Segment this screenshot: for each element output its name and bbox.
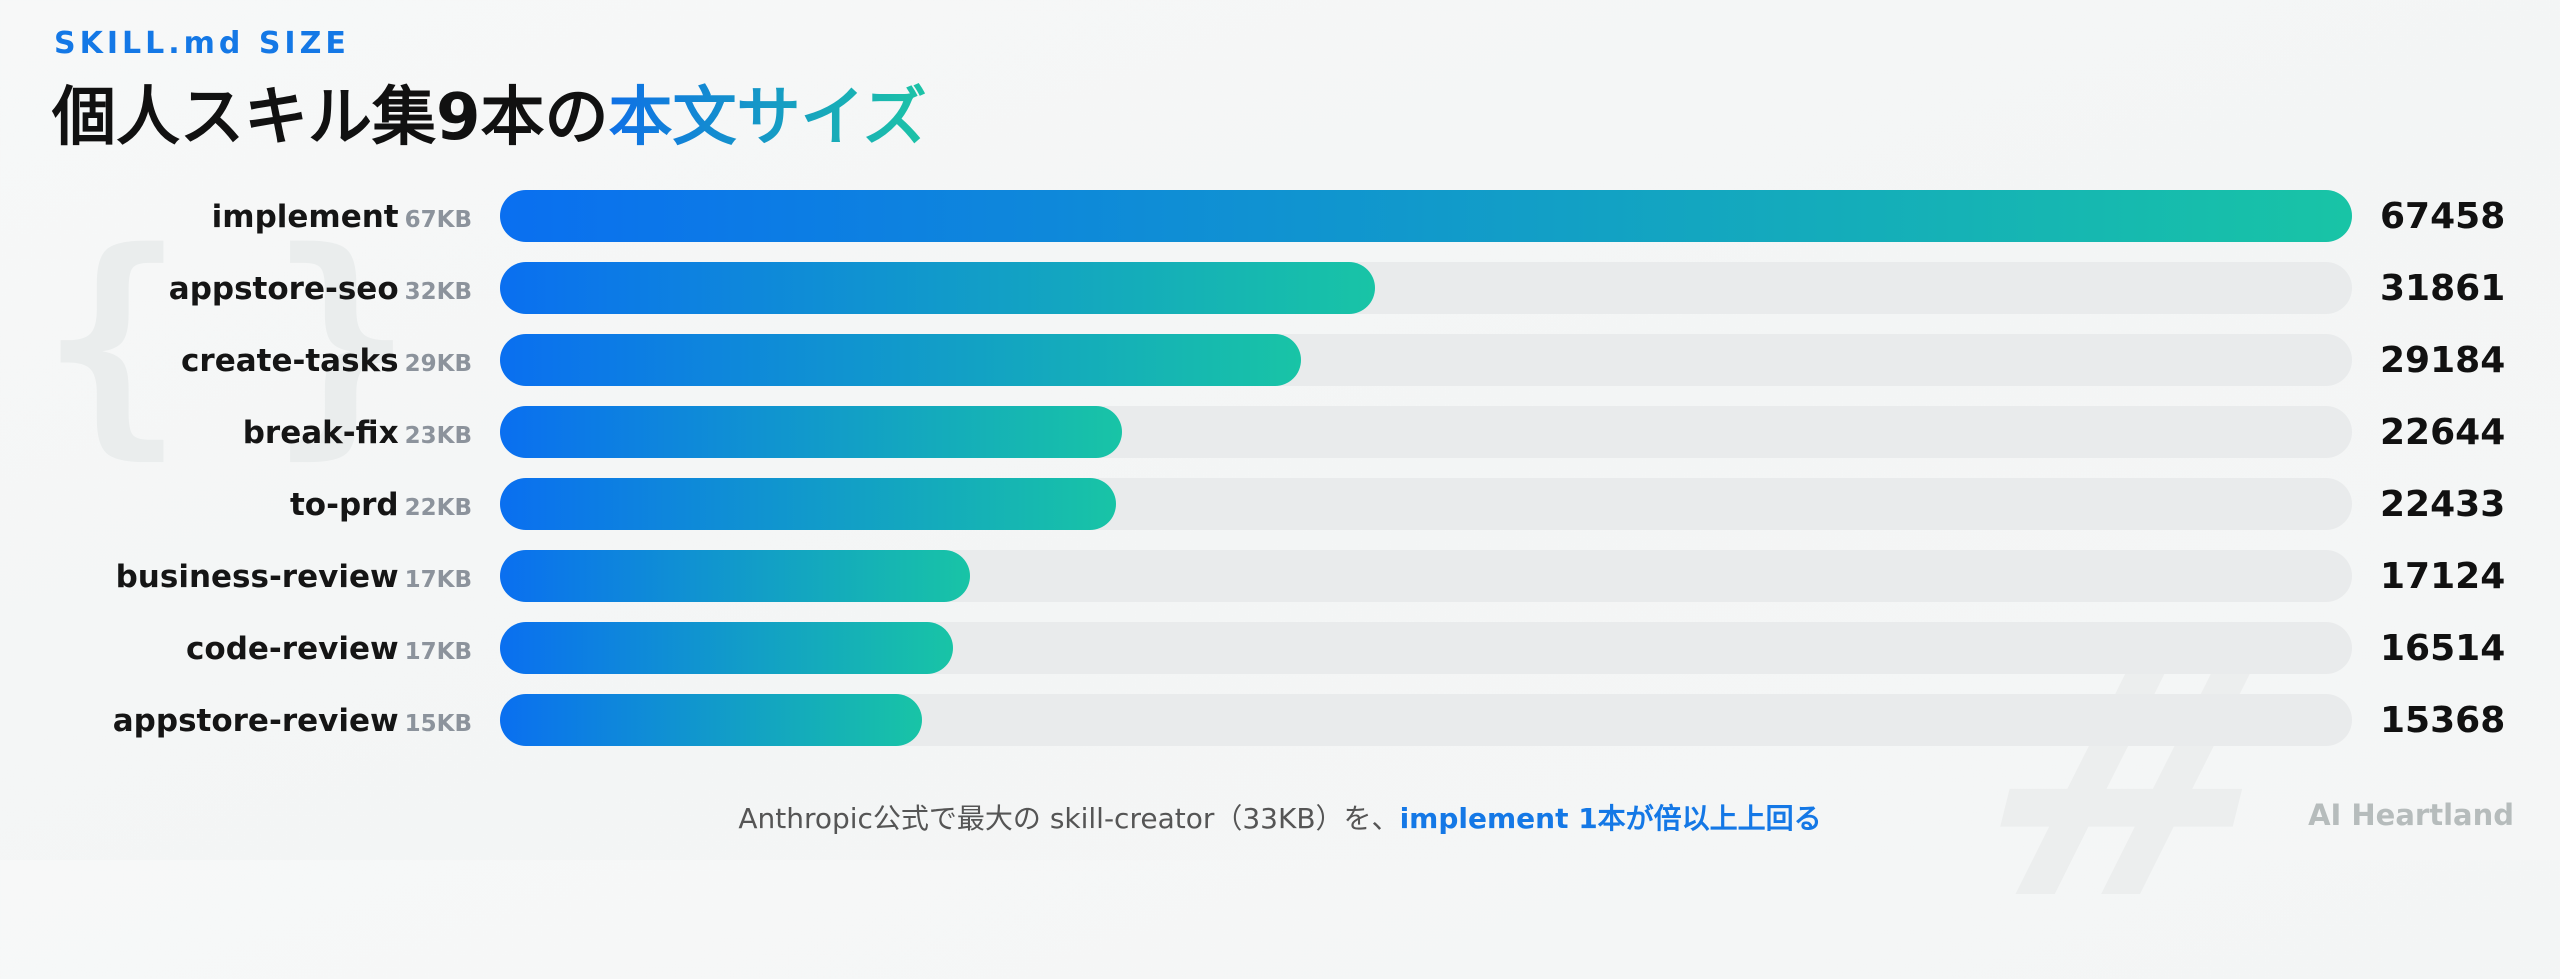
category-label: implement 67KB [212,190,472,244]
category-label: create-tasks 29KB [181,334,472,388]
bar-track [500,550,2352,602]
category-size-label: 17KB [404,639,472,665]
page-title: 個人スキル集9本の本文サイズ [52,66,927,158]
category-label: code-review 17KB [186,622,472,676]
category-name: appstore-seo [168,271,399,307]
bar-code-review [500,622,954,674]
bar-create-tasks [500,334,1302,386]
chart-row: create-tasks 29KB 29184 [0,334,2560,388]
data-label: 22433 [2380,484,2506,525]
category-label: appstore-review 15KB [113,694,472,748]
data-label: 29184 [2380,340,2506,381]
chart-row: to-prd 22KB 22433 [0,478,2560,532]
category-name: business-review [115,559,399,595]
bar-track [500,262,2352,314]
chart-row: appstore-seo 32KB 31861 [0,262,2560,316]
bar-implement [500,190,2352,242]
chart-row: implement 67KB 67458 [0,190,2560,244]
category-size-label: 29KB [404,351,472,377]
category-size-label: 22KB [404,495,472,521]
category-label: break-fix 23KB [243,406,472,460]
footer-caption: Anthropic公式で最大の skill-creator（33KB）を、imp… [0,797,2560,837]
section-kicker: SKILL.md SIZE [54,26,350,61]
caption-highlight: implement 1本が倍以上上回る [1399,802,1822,835]
chart-row: break-fix 23KB 22644 [0,406,2560,460]
category-label: appstore-seo 32KB [169,262,472,316]
category-name: appstore-review [112,703,399,739]
bar-track [500,406,2352,458]
data-label: 67458 [2380,196,2506,237]
bar-track [500,478,2352,530]
bar-break-fix [500,406,1122,458]
data-label: 15368 [2380,700,2506,741]
chart-row: appstore-review 15KB 15368 [0,694,2560,748]
title-main: 個人スキル集9本の [52,81,609,155]
data-label: 17124 [2380,556,2506,597]
category-label: to-prd 22KB [290,478,472,532]
data-label: 31861 [2380,268,2506,309]
bar-track [500,190,2352,242]
category-size-label: 67KB [404,207,472,233]
category-name: implement [211,199,399,235]
category-size-label: 32KB [404,279,472,305]
category-size-label: 23KB [404,423,472,449]
category-name: code-review [186,631,399,667]
data-label: 22644 [2380,412,2506,453]
bar-track [500,334,2352,386]
data-label: 16514 [2380,628,2506,669]
bar-appstore-seo [500,262,1375,314]
bar-appstore-review [500,694,922,746]
chart-row: business-review 17KB 17124 [0,550,2560,604]
category-size-label: 15KB [404,711,472,737]
decorative-braces-icon: { } [40,200,414,480]
caption-text: Anthropic公式で最大の skill-creator（33KB）を、 [738,802,1400,835]
title-accent: 本文サイズ [608,81,927,155]
chart-row: code-review 17KB 16514 [0,622,2560,676]
category-label: business-review 17KB [116,550,472,604]
bar-business-review [500,550,971,602]
category-name: to-prd [289,487,399,523]
category-size-label: 17KB [404,567,472,593]
category-name: create-tasks [181,343,399,379]
category-name: break-fix [242,415,399,451]
brand-logo: AI Heartland [2308,798,2514,832]
bar-track [500,694,2352,746]
bar-track [500,622,2352,674]
bar-to-prd [500,478,1116,530]
